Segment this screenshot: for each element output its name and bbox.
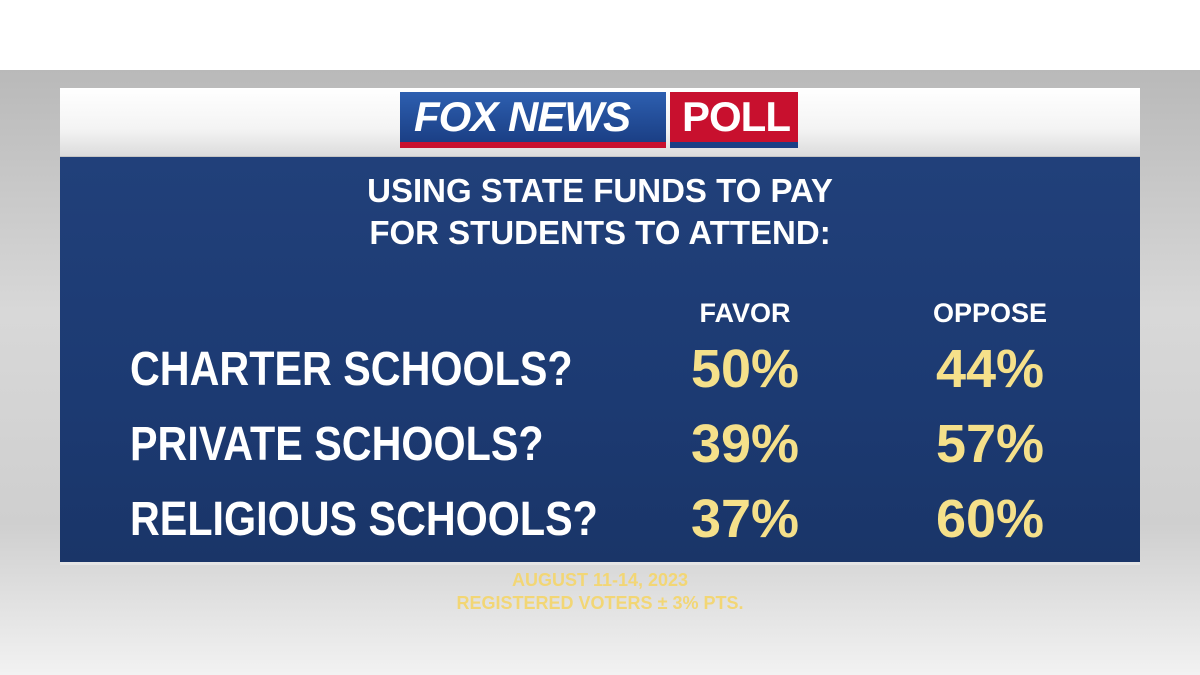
footer-line: AUGUST 11-14, 2023 xyxy=(511,570,689,590)
value-cell: 44% xyxy=(935,339,1045,399)
logo-poll-text: POLL xyxy=(682,93,791,140)
column-header: FAVOR xyxy=(699,298,791,328)
value-cell: 37% xyxy=(690,489,800,549)
panel xyxy=(60,157,1140,565)
value-cell: 39% xyxy=(690,414,800,474)
title-line: FOR STUDENTS TO ATTEND: xyxy=(369,214,831,251)
value-cell: 60% xyxy=(935,489,1045,549)
row-label: PRIVATE SCHOOLS? xyxy=(130,418,544,471)
row-label: CHARTER SCHOOLS? xyxy=(130,343,573,396)
footer-line: REGISTERED VOTERS ± 3% PTS. xyxy=(456,593,744,613)
logo-fox-text: FOX NEWS xyxy=(414,93,631,140)
logo-poll-box: POLL xyxy=(670,92,798,148)
row-label: RELIGIOUS SCHOOLS? xyxy=(130,493,598,546)
value-cell: 50% xyxy=(690,339,800,399)
value-cell: 57% xyxy=(935,414,1045,474)
column-header: OPPOSE xyxy=(932,298,1048,328)
logo-fox-box: FOX NEWS xyxy=(400,92,666,148)
title-line: USING STATE FUNDS TO PAY xyxy=(367,172,833,209)
